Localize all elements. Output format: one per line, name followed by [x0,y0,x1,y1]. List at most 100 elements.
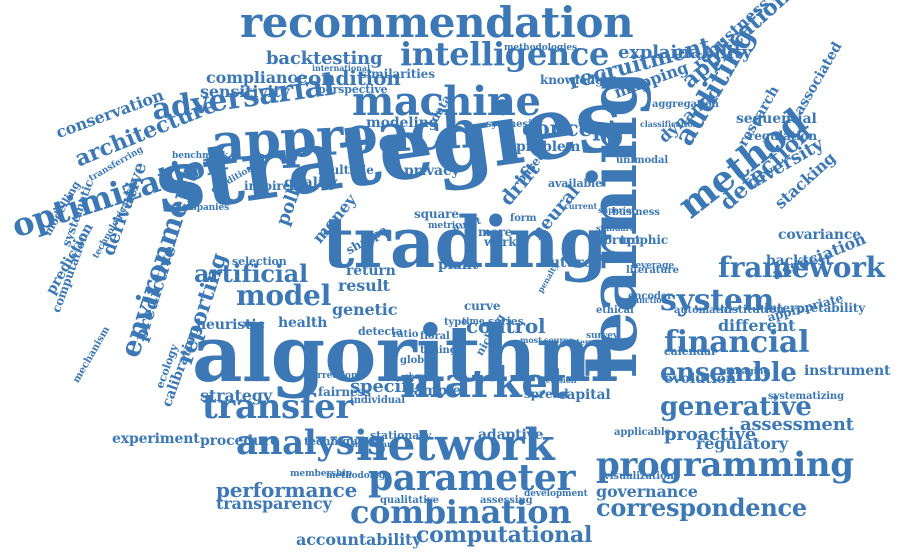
cloud-word: financial [664,325,810,360]
cloud-word: associated [791,39,846,118]
cloud-word: function [630,295,668,305]
cloud-word: model [236,279,331,312]
cloud-word: computational [416,522,593,548]
cloud-word: detecta [358,325,403,338]
cloud-word: series [488,315,524,328]
cloud-word: trophic [620,233,669,247]
cloud-word: trading [322,201,608,284]
cloud-word: sequential [736,111,817,127]
cloud-word: correspondence [596,493,807,522]
cloud-word: spread [524,387,569,401]
cloud-word: intelligence [400,35,610,73]
cloud-word: interpretability [764,301,866,315]
cloud-word: multiple [318,163,374,177]
cloud-word: selection [232,255,287,268]
cloud-word: performance [216,478,358,502]
cloud-word: survey [586,331,618,341]
cloud-word: methodology [326,471,391,481]
cloud-word: backtest [766,253,832,269]
cloud-word: international [312,63,370,73]
cloud-word: ensemble [660,358,797,388]
cloud-word: pattern [562,337,595,347]
cloud-word: stationary [370,429,432,442]
cloud-word: compliance [206,68,308,87]
cloud-word: tuning [420,345,457,356]
cloud-word: type [444,317,468,328]
cloud-word: leverage [632,261,674,271]
cloud-word: modeling [366,115,439,131]
cloud-word: ratio [392,329,419,340]
cloud-word: adaptive [478,427,544,443]
cloud-word: floral [420,331,450,342]
cloud-word: signal [590,251,617,261]
cloud-word: sensitivity [200,82,290,101]
cloud-word: calendar [664,345,717,358]
cloud-word: fairness [318,385,371,399]
cloud-word: knowledge [540,73,611,87]
cloud-word: synthesis [486,119,538,130]
cloud-word: plant [438,257,479,273]
cloud-word: different [718,316,796,335]
cloud-word: metric [428,221,461,231]
cloud-word: return [346,263,396,279]
cloud-word: proactive [664,424,757,445]
cloud-word: privacy [404,163,460,179]
cloud-word: methodologies [504,43,578,53]
cloud-word: result [338,276,390,295]
cloud-word: time [462,317,485,327]
cloud-word: managing [720,367,770,377]
cloud-word: system [660,283,775,318]
cloud-word: future [544,255,593,271]
cloud-word: applicable [614,427,671,438]
cloud-word: artificial [194,259,308,288]
cloud-word: benchmark [172,151,229,161]
cloud-word: regulatory [696,434,789,453]
cloud-word: square [414,207,459,221]
cloud-word: decision [540,375,577,385]
cloud-word: institution [720,303,785,316]
cloud-word: heuristic [196,317,265,333]
cloud-word: instrument [804,363,891,379]
cloud-word: market [400,358,567,407]
cloud-word: business [612,207,660,218]
cloud-word: development [524,489,588,499]
cloud-word: governance [596,482,698,501]
cloud-word: sample [406,383,461,399]
cloud-word: combination [350,493,572,531]
cloud-word: technique [304,435,365,448]
cloud-word: recommendation [240,0,634,47]
cloud-word: transparency [216,494,332,513]
cloud-word: analysis [236,423,386,463]
cloud-word: parameter [368,457,576,499]
cloud-word: unimodal [616,155,669,166]
cloud-word: most [520,335,542,345]
cloud-word: perspective [318,83,388,96]
cloud-word: health [278,315,328,331]
cloud-word: evolution [664,371,736,387]
cloud-word: important [352,439,397,449]
cloud-word: encoder [628,291,673,302]
cloud-word: global [400,355,435,366]
cloud-word: genetic [332,300,398,319]
cloud-word: backtesting [266,48,383,69]
cloud-word: assessment [740,414,854,435]
cloud-word: condition [296,66,401,90]
cloud-word: visualization [604,471,674,482]
cloud-word: transfer [202,387,353,427]
cloud-word: more [478,225,513,239]
cloud-word: experiment [112,431,200,447]
cloud-word: quality [284,175,338,191]
cloud-word: individual [350,395,406,406]
cloud-word: framework [718,251,885,284]
cloud-word: curve [464,299,501,313]
cloud-word: literature [626,265,679,276]
cloud-word: superior [598,205,636,215]
cloud-word: similarities [360,67,435,81]
cloud-word: membership [290,469,352,479]
cloud-word: covariance [778,227,862,243]
cloud-word: inspired [244,179,299,193]
cloud-word: standard [596,223,636,233]
cloud-word: work [484,235,517,249]
cloud-word: current [564,201,598,211]
